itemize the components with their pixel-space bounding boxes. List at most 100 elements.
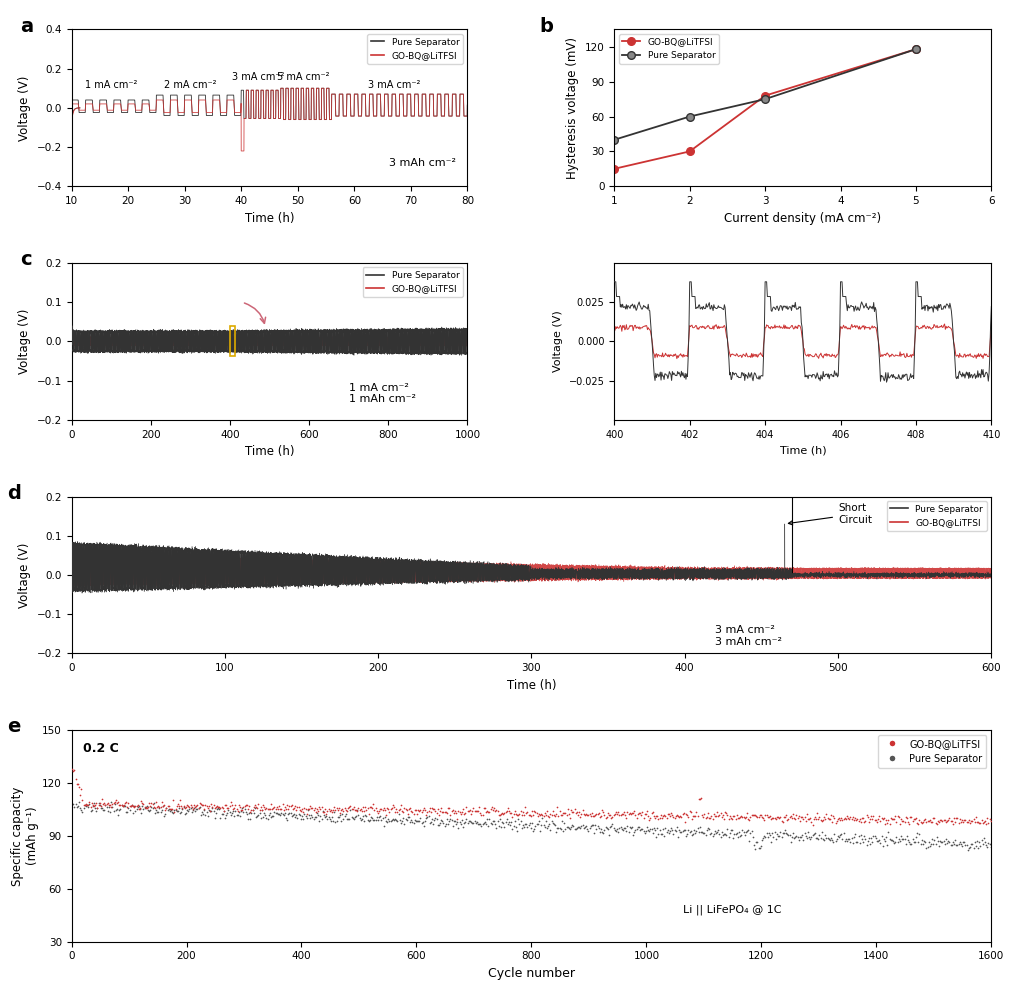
Point	[490, 803, 506, 819]
Point	[475, 800, 492, 816]
Point	[326, 800, 342, 815]
Point	[318, 808, 334, 824]
Point	[871, 808, 887, 824]
Point	[299, 800, 316, 816]
Point	[364, 800, 380, 816]
Point	[416, 800, 432, 815]
Point	[747, 807, 763, 823]
Point	[728, 811, 744, 827]
Point	[219, 805, 235, 821]
Point	[641, 812, 657, 828]
Point	[389, 804, 406, 820]
Point	[549, 820, 565, 836]
Point	[197, 807, 214, 823]
Point	[283, 808, 299, 824]
Point	[580, 823, 597, 839]
Point	[390, 802, 407, 818]
Point	[365, 796, 381, 811]
Point	[464, 815, 480, 831]
Point	[160, 798, 177, 813]
Point	[525, 807, 542, 823]
Point	[678, 805, 694, 821]
Point	[950, 837, 967, 852]
Point	[193, 797, 210, 812]
Point	[943, 813, 960, 829]
Point	[423, 804, 439, 820]
Point	[530, 813, 547, 829]
Point	[878, 812, 894, 828]
Point	[473, 806, 490, 822]
Point	[559, 819, 575, 835]
Point	[307, 809, 323, 825]
Point	[458, 800, 474, 815]
Point	[785, 806, 801, 822]
Point	[325, 812, 341, 828]
Point	[84, 795, 100, 810]
Point	[795, 811, 811, 827]
Point	[695, 809, 711, 825]
Point	[944, 834, 961, 850]
Point	[414, 803, 430, 819]
Point	[507, 813, 523, 829]
Point	[309, 805, 325, 821]
Point	[682, 803, 698, 819]
Point	[712, 805, 729, 821]
Point	[489, 820, 505, 836]
Point	[133, 794, 149, 809]
Point	[895, 813, 912, 829]
Point	[925, 810, 941, 826]
Point	[822, 811, 838, 827]
Point	[405, 803, 421, 819]
X-axis label: Time (h): Time (h)	[780, 445, 826, 455]
Point	[476, 800, 493, 816]
Point	[80, 797, 96, 812]
Point	[308, 803, 324, 819]
Point	[793, 829, 809, 845]
Point	[170, 802, 186, 818]
Point	[667, 823, 684, 839]
Point	[913, 814, 929, 830]
Point	[970, 814, 986, 830]
Point	[566, 821, 583, 837]
Point	[703, 825, 719, 841]
Point	[894, 832, 911, 848]
Point	[291, 807, 308, 823]
Point	[918, 840, 934, 855]
Point	[99, 796, 115, 811]
Point	[639, 819, 655, 835]
Point	[152, 800, 169, 815]
Point	[452, 804, 468, 820]
Point	[730, 829, 746, 845]
Point	[788, 829, 804, 845]
Point	[673, 809, 690, 825]
Point	[721, 811, 737, 827]
Point	[655, 821, 671, 837]
X-axis label: Cycle number: Cycle number	[487, 967, 575, 980]
Point	[622, 820, 639, 836]
Point	[568, 804, 585, 820]
Point	[374, 810, 390, 826]
Point	[796, 825, 812, 841]
Point	[690, 820, 706, 836]
Point	[537, 819, 553, 835]
Point	[491, 806, 507, 822]
Point	[426, 801, 443, 817]
Point	[959, 814, 975, 830]
Point	[752, 838, 769, 853]
Point	[847, 810, 864, 826]
Point	[435, 804, 452, 820]
Point	[774, 829, 790, 845]
Point	[912, 812, 928, 828]
Point	[699, 822, 715, 838]
Point	[227, 798, 243, 813]
Legend: GO-BQ@LiTFSI, Pure Separator: GO-BQ@LiTFSI, Pure Separator	[878, 735, 986, 767]
Point	[231, 803, 247, 819]
Point	[480, 804, 497, 820]
Point	[252, 810, 269, 826]
Point	[356, 812, 372, 828]
Point	[832, 812, 848, 828]
Point	[310, 807, 326, 823]
Point	[671, 809, 688, 825]
Point	[804, 827, 821, 843]
Point	[313, 801, 329, 817]
